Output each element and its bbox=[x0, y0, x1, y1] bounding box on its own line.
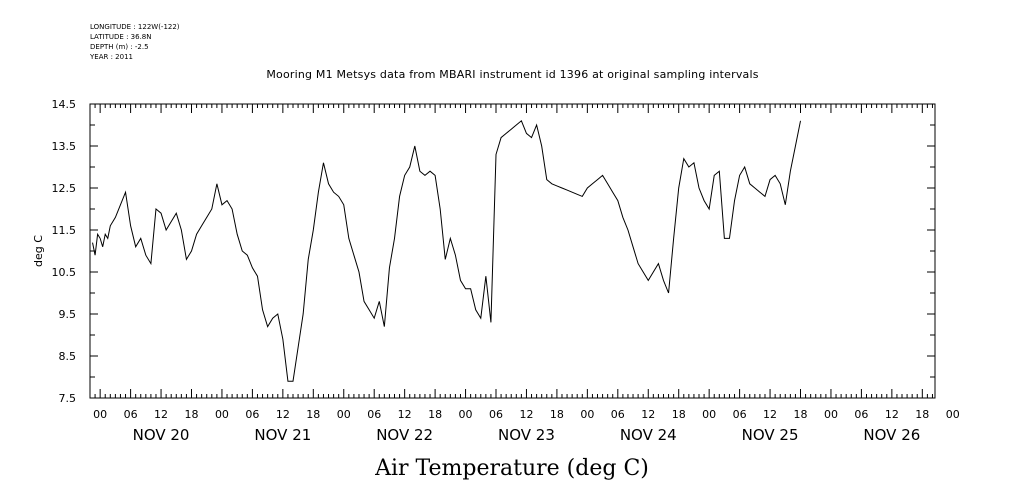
y-tick-label: 8.5 bbox=[59, 350, 77, 363]
x-hour-label: 12 bbox=[398, 408, 412, 421]
series-line bbox=[92, 119, 802, 382]
chart-title: Mooring M1 Metsys data from MBARI instru… bbox=[266, 68, 759, 81]
x-hour-label: 06 bbox=[733, 408, 747, 421]
x-hour-label: 00 bbox=[580, 408, 594, 421]
x-hour-label: 06 bbox=[245, 408, 259, 421]
depth-text: DEPTH (m) : -2.5 bbox=[90, 43, 149, 51]
y-axis-tick-labels: 7.5 8.5 9.5 10.5 11.5 12.5 13.5 14.5 bbox=[52, 98, 77, 405]
x-hour-label: 06 bbox=[367, 408, 381, 421]
y-axis-ticks bbox=[90, 103, 935, 399]
x-hour-label: 06 bbox=[854, 408, 868, 421]
y-tick-label: 7.5 bbox=[59, 392, 77, 405]
x-axis-ticks bbox=[89, 104, 933, 398]
y-tick-label: 9.5 bbox=[59, 308, 77, 321]
x-hour-label: 12 bbox=[276, 408, 290, 421]
x-hour-label: 18 bbox=[306, 408, 320, 421]
x-day-label: NOV 25 bbox=[742, 426, 799, 444]
x-hour-label: 12 bbox=[641, 408, 655, 421]
x-hour-label: 00 bbox=[215, 408, 229, 421]
x-hour-label: 18 bbox=[672, 408, 686, 421]
x-day-label: NOV 21 bbox=[254, 426, 311, 444]
x-hour-label: 00 bbox=[459, 408, 473, 421]
x-hour-label: 12 bbox=[885, 408, 899, 421]
x-hour-label: 18 bbox=[428, 408, 442, 421]
x-hour-label: 18 bbox=[794, 408, 808, 421]
x-day-label: NOV 20 bbox=[133, 426, 190, 444]
x-hour-label: 00 bbox=[93, 408, 107, 421]
y-axis-label: deg C bbox=[32, 235, 45, 267]
x-axis-day-labels: NOV 20 NOV 21 NOV 22 NOV 23 NOV 24 NOV 25 NOV … bbox=[133, 426, 921, 444]
x-hour-label: 06 bbox=[124, 408, 138, 421]
x-hour-label: 06 bbox=[611, 408, 625, 421]
y-tick-label: 13.5 bbox=[52, 140, 77, 153]
latitude-text: LATITUDE : 36.8N bbox=[90, 33, 152, 41]
x-axis-label: Air Temperature (deg C) bbox=[374, 456, 649, 481]
x-hour-label: 00 bbox=[702, 408, 716, 421]
x-hour-label: 06 bbox=[489, 408, 503, 421]
x-hour-label: 18 bbox=[550, 408, 564, 421]
y-tick-label: 14.5 bbox=[52, 98, 77, 111]
plot-frame bbox=[89, 103, 936, 399]
x-day-label: NOV 23 bbox=[498, 426, 555, 444]
longitude-text: LONGITUDE : 122W(-122) bbox=[90, 23, 180, 31]
x-day-label: NOV 24 bbox=[620, 426, 677, 444]
x-hour-label: 18 bbox=[915, 408, 929, 421]
x-hour-label: 00 bbox=[824, 408, 838, 421]
x-hour-label: 18 bbox=[185, 408, 199, 421]
y-tick-label: 12.5 bbox=[52, 182, 77, 195]
x-hour-label: 00 bbox=[337, 408, 351, 421]
x-hour-label: 00 bbox=[946, 408, 960, 421]
y-tick-label: 11.5 bbox=[52, 224, 77, 237]
y-tick-label: 10.5 bbox=[52, 266, 77, 279]
x-hour-label: 12 bbox=[519, 408, 533, 421]
x-axis-hour-labels: 00 06 12 18 00 06 12 18 00 06 12 18 00 06 12 18 00 06 12 18… bbox=[93, 408, 960, 421]
year-text: YEAR : 2011 bbox=[90, 53, 133, 61]
metadata-block: LONGITUDE : 122W(-122) LATITUDE : 36.8N … bbox=[90, 22, 180, 62]
x-day-label: NOV 22 bbox=[376, 426, 433, 444]
x-day-label: NOV 26 bbox=[863, 426, 920, 444]
x-hour-label: 12 bbox=[154, 408, 168, 421]
x-hour-label: 12 bbox=[763, 408, 777, 421]
